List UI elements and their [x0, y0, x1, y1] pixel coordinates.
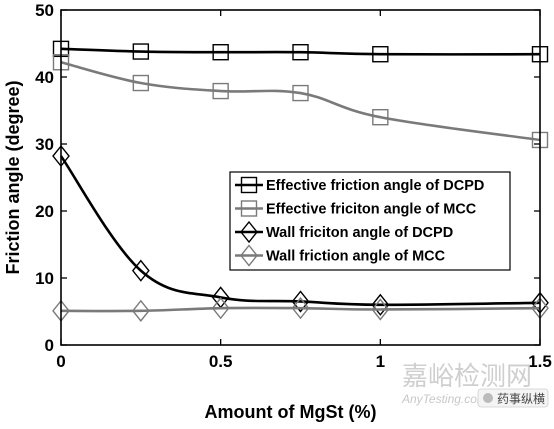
- legend-marker: [240, 220, 258, 244]
- series-0: [52, 40, 549, 63]
- data-point: [291, 297, 310, 320]
- watermark-badge-text: 药事纵横: [497, 392, 545, 406]
- x-tick-label: 0: [56, 352, 65, 371]
- watermark-badge: [477, 388, 549, 408]
- legend-marker: [240, 176, 258, 194]
- series-line: [60, 306, 541, 313]
- data-point: [211, 297, 230, 320]
- legend-label: Wall friction angle of MCC: [266, 249, 446, 265]
- series-1: [52, 54, 549, 149]
- legend-marker: [240, 244, 258, 267]
- legend-label: Effective friciton angle of MCC: [266, 202, 477, 218]
- data-point: [292, 84, 309, 102]
- y-tick-label: 20: [35, 202, 54, 221]
- badge-icon: [483, 393, 493, 403]
- x-axis-label: Amount of MgSt (%): [205, 402, 377, 422]
- data-point: [371, 293, 390, 316]
- x-tick-label: 0.5: [209, 352, 233, 371]
- data-point: [131, 259, 150, 282]
- data-point: [212, 44, 229, 61]
- data-point: [372, 108, 389, 126]
- data-point: [291, 290, 310, 313]
- data-point: [372, 46, 389, 63]
- series-line: [60, 47, 541, 56]
- y-axis-label: Friction angle (degree): [3, 80, 23, 274]
- legend-marker: [240, 200, 258, 217]
- y-tick-label: 40: [35, 68, 54, 87]
- legend-box: [229, 171, 511, 271]
- legend: Effective friction angle of DCPD Effectiv…: [229, 171, 511, 271]
- watermark-url: AnyTesting.com: [401, 392, 487, 406]
- x-tick-label: 1: [376, 352, 385, 371]
- data-point: [371, 298, 390, 321]
- series-line: [59, 155, 541, 307]
- data-point: [292, 44, 309, 61]
- watermark-text: 嘉峪检测网: [402, 362, 532, 392]
- data-point: [132, 74, 150, 92]
- data-point: [132, 43, 150, 60]
- data-point: [131, 299, 150, 322]
- y-tick-label: 10: [35, 269, 54, 288]
- y-tick-label: 50: [35, 1, 54, 20]
- y-tick-label: 0: [45, 336, 54, 355]
- data-point: [212, 82, 229, 100]
- x-tick-label: 1.5: [528, 352, 552, 371]
- axes: 0 10 20 30 40 50 0 0.5 1 1.5 Amount of MgSt (%) Fri…: [3, 1, 552, 422]
- legend-label: Effective friction angle of DCPD: [266, 178, 484, 194]
- plot-frame: [60, 9, 541, 346]
- y-tick-label: 30: [35, 135, 54, 154]
- legend-label: Wall friciton angle of DCPD: [266, 225, 453, 241]
